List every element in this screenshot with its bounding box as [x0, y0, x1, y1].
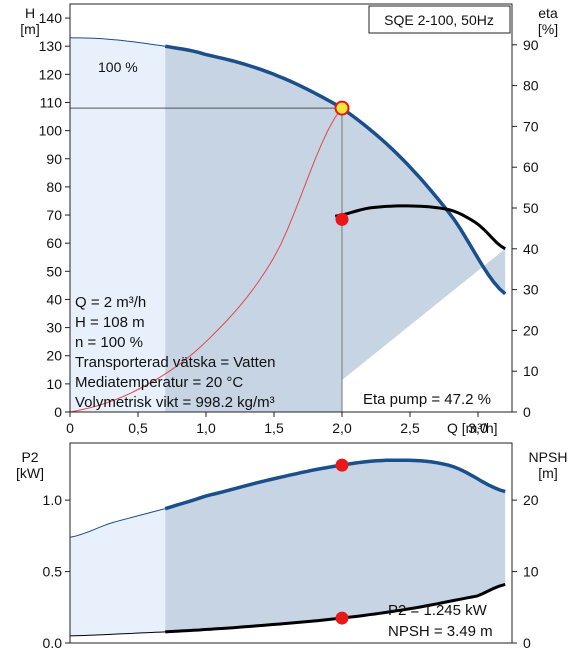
head-tick-label: 70 — [46, 207, 62, 223]
npsh-point-marker — [335, 611, 349, 625]
head-tick-label: 140 — [39, 10, 63, 26]
power-area-main — [165, 460, 506, 632]
npsh-tick-label: 10 — [523, 564, 539, 580]
npsh-tick-label: 0 — [523, 635, 531, 651]
eta-pump-label: Eta pump = 47.2 % — [363, 391, 491, 408]
npsh-curve-thin — [69, 631, 166, 637]
head-tick-label: 80 — [46, 179, 62, 195]
flow-tick-label: 2,0 — [332, 420, 352, 436]
duty-point-marker — [334, 100, 350, 116]
head-tick-label: 120 — [39, 66, 63, 82]
y-axis-title-npsh: NPSH — [529, 449, 568, 465]
info-line-density: Volymetrisk vikt = 998.2 kg/m³ — [75, 394, 275, 411]
info-line-speed: n = 100 % — [75, 334, 143, 351]
npsh-value-label: NPSH = 3.49 m — [388, 623, 493, 640]
y-axis-unit-p2: [kW] — [16, 465, 44, 481]
chart-title-box — [368, 5, 511, 34]
head-tick-label: 100 — [39, 123, 63, 139]
eta-tick-label: 80 — [523, 78, 539, 94]
p2-tick-label: 1.0 — [43, 492, 63, 508]
eta-curve — [334, 204, 506, 251]
y-axis-unit-npsh: [m] — [538, 465, 557, 481]
y-axis-unit-eta: [%] — [538, 21, 558, 37]
head-tick-label: 20 — [46, 348, 62, 364]
flow-tick-label: 0 — [66, 420, 74, 436]
info-line-liquid: Transporterad vätska = Vatten — [75, 354, 276, 371]
chart-title: SQE 2-100, 50Hz — [384, 12, 494, 28]
head-curve-thin — [69, 37, 166, 47]
info-line-temperature: Mediatemperatur = 20 °C — [75, 374, 243, 391]
power-npsh-chart: P2 [kW] NPSH [m] 0.0 0.5 1.0 0 10 20 P2 = 1.… — [16, 442, 568, 651]
eta-tick-label: 40 — [523, 241, 539, 257]
eta-tick-label: 0 — [523, 404, 531, 420]
y-axis-title-head: H — [25, 5, 35, 21]
speed-label: 100 % — [98, 59, 138, 75]
head-tick-label: 110 — [40, 94, 63, 110]
p2-point-marker — [335, 458, 349, 472]
y-axis-unit-head: [m] — [20, 21, 39, 37]
info-line-flow: Q = 2 m³/h — [75, 294, 146, 311]
p2-value-label: P2 = 1.245 kW — [388, 602, 488, 619]
head-curve — [164, 44, 507, 296]
head-tick-label: 130 — [39, 38, 63, 54]
p2-tick-label: 0.5 — [43, 564, 63, 580]
eta-tick-label: 90 — [523, 37, 539, 53]
eta-tick-label: 60 — [523, 159, 539, 175]
eta-tick-label: 20 — [523, 322, 539, 338]
flow-tick-label: 1,0 — [196, 420, 216, 436]
head-tick-label: 0 — [54, 404, 62, 420]
eta-tick-label: 50 — [523, 200, 539, 216]
npsh-curve — [165, 582, 506, 634]
head-area-main — [165, 46, 506, 412]
head-tick-label: 30 — [46, 320, 62, 336]
eta-tick-label: 70 — [523, 118, 539, 134]
head-tick-label: 50 — [46, 263, 62, 279]
p2-curve — [164, 458, 506, 511]
duty-info-panel: Q = 2 m³/h H = 108 m n = 100 % Transport… — [75, 294, 276, 411]
flow-tick-label: 3,0 — [468, 420, 488, 436]
eta-point-marker — [335, 212, 349, 226]
flow-tick-label: 0,5 — [128, 420, 148, 436]
info-line-head: H = 108 m — [75, 314, 145, 331]
head-tick-label: 60 — [46, 235, 62, 251]
y-axis-title-p2: P2 — [21, 449, 38, 465]
head-tick-label: 90 — [46, 151, 62, 167]
head-tick-label: 40 — [46, 291, 62, 307]
npsh-tick-label: 20 — [523, 492, 539, 508]
head-chart: SQE 2-100, 50Hz H [m] eta [%] 100 % 0 10 2… — [20, 3, 558, 436]
x-axis-title: Q [m³/h] — [447, 420, 498, 436]
y-axis-title-eta: eta — [538, 5, 558, 21]
p2-curve-thin — [69, 508, 166, 538]
system-curve — [69, 107, 343, 413]
flow-tick-label: 2,5 — [400, 420, 420, 436]
flow-tick-label: 1,5 — [264, 420, 284, 436]
eta-tick-label: 10 — [523, 363, 539, 379]
power-area-light — [70, 508, 166, 636]
power-chart-frame — [69, 442, 513, 644]
p2-tick-label: 0.0 — [43, 635, 63, 651]
head-area-light — [70, 37, 166, 413]
eta-tick-label: 30 — [523, 282, 539, 298]
head-tick-label: 10 — [46, 376, 62, 392]
